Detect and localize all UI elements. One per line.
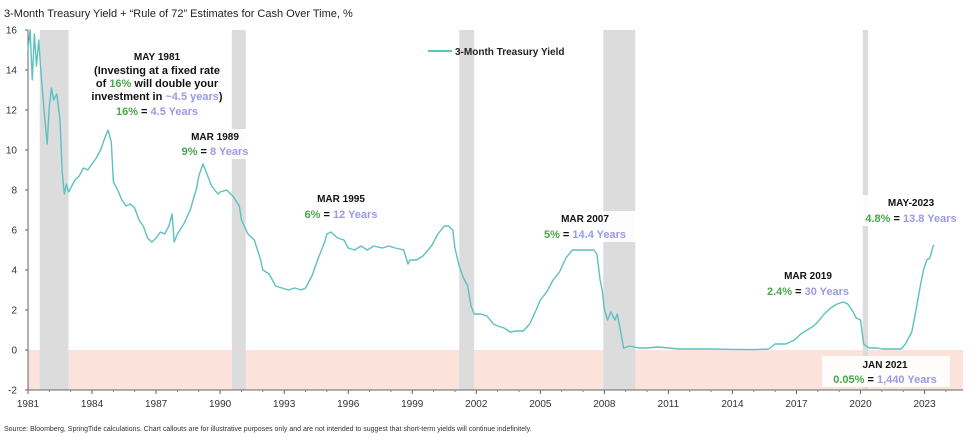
annotation-box [527,211,643,242]
x-tick-label: 2017 [785,399,808,410]
annotation-title: MAR 2007 [561,214,609,225]
annotation-mar1989: MAR 1989 9% = 8 Years [174,129,256,159]
x-tick-label: 2008 [593,399,616,410]
annotation-detail-line: of 16% will double your [96,78,219,90]
annotation-text-span: 16% [116,106,138,118]
annotation-title: MAY 1981 [134,52,181,63]
x-tick-label: 2011 [658,399,680,410]
annotation-title: MAR 1989 [191,132,239,143]
annotation-text-span: 4.5 Years [151,106,199,118]
annotation-text-span: = [198,146,211,158]
x-tick-label: 1987 [145,399,168,410]
annotation-box [858,195,964,226]
annotation-title: MAY-2023 [888,198,935,209]
annotation-text-span: (Investing at a fixed rate [94,65,220,77]
recession-band [231,30,246,390]
y-tick-label: 0 [11,346,17,357]
annotation-text-span: ~4.5 years [165,91,219,103]
y-tick-label: 12 [6,106,18,117]
annotation-text-span: 9% [182,146,198,158]
x-tick-label: 2020 [849,399,872,410]
annotation-text-span: 14.4 Years [572,229,626,241]
annotation-rule-of-72: 4.8% = 13.8 Years [865,213,956,225]
axes: -2 0 2 4 6 8 10 12 14 16 1981 1984 1987 1990 1993 1996 1… [6,26,963,410]
y-tick-label: -2 [8,386,17,397]
annotation-text-span: 1,440 Years [877,374,937,386]
annotation-text-span: ) [219,91,223,103]
y-tick-label: 4 [11,266,17,277]
annotation-text-span: = [138,106,151,118]
annotation-jan2021: JAN 2021 0.05% = 1,440 Years [822,356,950,387]
annotation-text-span: = [890,213,903,225]
y-tick-label: 16 [6,26,18,37]
annotation-text-span: = [792,286,805,298]
annotation-text-span: will double your [131,78,219,90]
annotation-box [293,191,389,222]
x-tick-label: 2014 [721,399,744,410]
annotation-text-span: = [560,229,573,241]
annotation-rule-of-72: 2.4% = 30 Years [767,286,849,298]
annotation-text-span: 6% [305,209,321,221]
x-tick-label: 2023 [913,399,936,410]
annotation-text-span: 4.8% [865,213,890,225]
annotation-rule-of-72: 9% = 8 Years [182,146,249,158]
annotation-title: JAN 2021 [862,360,907,371]
annotation-text-span: investment in [91,91,165,103]
annotation-mar2019: MAR 2019 2.4% = 30 Years [755,268,861,299]
annotation-title: MAR 2019 [784,271,832,282]
annotation-text-span: 12 Years [333,209,377,221]
annotation-rule-of-72: 5% = 14.4 Years [544,229,626,241]
x-tick-label: 2005 [529,399,552,410]
x-tick-label: 1990 [209,399,232,410]
annotation-text-span: = [320,209,333,221]
x-tick-label: 1993 [273,399,296,410]
y-tick-label: 10 [6,146,18,157]
annotation-text-span: 16% [109,78,131,90]
annotation-box [174,129,256,159]
annotation-rule-of-72: 0.05% = 1,440 Years [833,374,937,386]
y-tick-label: 6 [11,226,17,237]
negative-rate-region [28,350,963,390]
series-layer [27,29,935,351]
annotation-box [755,268,861,299]
x-tick-label: 1996 [337,399,360,410]
y-tick-label: 14 [6,66,18,77]
recession-band [603,30,636,390]
annotation-text-span: 5% [544,229,560,241]
annotation-text-span: 0.05% [833,374,864,386]
annotation-text-span: 8 Years [210,146,248,158]
source-note: Source: Bloomberg, SpringTide calculatio… [4,426,532,433]
series-line-3m-treasury [27,29,935,351]
annotation-title: MAR 1995 [317,194,365,205]
x-tick-label: 1984 [81,399,104,410]
annotation-text-span: = [864,374,877,386]
annotation-text-span: 2.4% [767,286,792,298]
x-tick-label: 2002 [465,399,488,410]
recession-band [39,30,69,390]
y-tick-label: 2 [11,306,17,317]
recession-band [459,30,475,390]
annotation-may2023: MAY-2023 4.8% = 13.8 Years [858,195,964,226]
annotation-rule-of-72: 16% = 4.5 Years [116,106,198,118]
legend: 3-Month Treasury Yield [428,47,564,58]
annotation-box [822,356,950,387]
x-tick-label: 1999 [401,399,424,410]
annotation-detail-line: investment in ~4.5 years) [91,91,223,103]
x-tick-label: 1981 [17,399,40,410]
annotation-box [92,48,222,120]
annotation-text-span: 30 Years [805,286,849,298]
y-tick-label: 8 [11,186,17,197]
annotation-rule-of-72: 6% = 12 Years [305,209,378,221]
annotation-detail-line: (Investing at a fixed rate [94,65,220,77]
annotation-mar1995: MAR 1995 6% = 12 Years [293,191,389,222]
annotation-text-span: 13.8 Years [903,213,957,225]
chart-title: 3-Month Treasury Yield + “Rule of 72” Es… [4,8,353,20]
annotation-text-span: of [96,78,109,90]
legend-label: 3-Month Treasury Yield [455,47,564,58]
